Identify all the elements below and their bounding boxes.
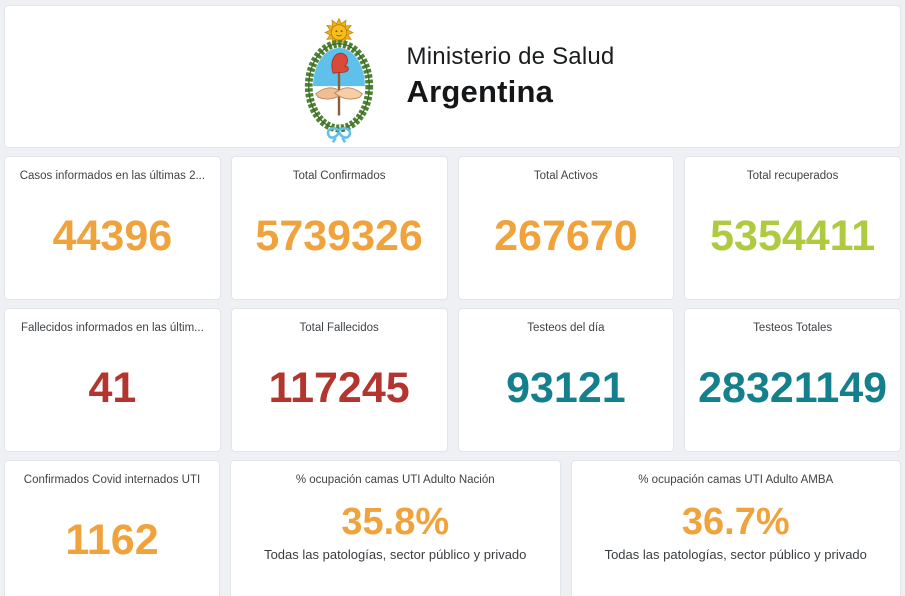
- stat-label: % ocupación camas UTI Adulto Nación: [295, 474, 495, 486]
- stat-card-confirmados-internados-uti: Confirmados Covid internados UTI 1162: [4, 460, 220, 596]
- stat-value: 93121: [506, 363, 626, 412]
- stat-card-testeos-totales: Testeos Totales 28321149: [684, 308, 901, 452]
- stat-card-casos-ultimas-24h: Casos informados en las últimas 2... 443…: [4, 156, 221, 300]
- stat-card-total-activos: Total Activos 267670: [457, 156, 675, 300]
- country-title: Argentina: [406, 74, 554, 109]
- stat-subtitle: Todas las patologías, sector público y p…: [264, 547, 527, 562]
- stats-row-3: Confirmados Covid internados UTI 1162 % …: [4, 460, 901, 596]
- stats-row-2: Fallecidos informados en las últim... 41…: [4, 308, 901, 452]
- stat-card-total-confirmados: Total Confirmados 5739326: [230, 156, 448, 300]
- stat-value: 267670: [494, 211, 638, 260]
- stat-value: 36.7%: [681, 501, 790, 543]
- stat-card-ocupacion-uti-nacion: % ocupación camas UTI Adulto Nación 35.8…: [230, 460, 561, 596]
- stat-label: % ocupación camas UTI Adulto AMBA: [638, 474, 834, 486]
- stat-value: 41: [88, 363, 137, 412]
- stat-value: 1162: [65, 515, 159, 564]
- stat-card-total-recuperados: Total recuperados 5354411: [684, 156, 901, 300]
- stat-card-fallecidos-ultimas-24h: Fallecidos informados en las últim... 41: [4, 308, 221, 452]
- stat-label: Casos informados en las últimas 2...: [19, 170, 206, 182]
- stat-label: Testeos Totales: [753, 322, 833, 334]
- stat-value: 28321149: [698, 363, 888, 412]
- header-titles: Ministerio de Salud Argentina: [407, 43, 615, 110]
- ministry-title: Ministerio de Salud: [406, 43, 615, 70]
- stat-label: Total Fallecidos: [299, 322, 379, 334]
- stat-card-ocupacion-uti-amba: % ocupación camas UTI Adulto AMBA 36.7% …: [570, 460, 901, 596]
- stat-value: 44396: [52, 211, 173, 260]
- stat-subtitle: Todas las patologías, sector público y p…: [604, 547, 867, 562]
- stat-label: Testeos del día: [527, 322, 605, 334]
- stat-value: 5739326: [255, 211, 423, 260]
- stat-label: Total Activos: [533, 170, 598, 182]
- stat-value: 35.8%: [341, 501, 450, 543]
- stat-card-total-fallecidos: Total Fallecidos 117245: [230, 308, 448, 452]
- stat-value: 117245: [268, 363, 410, 412]
- header: Ministerio de Salud Argentina: [4, 5, 901, 148]
- stat-label: Total Confirmados: [292, 170, 386, 182]
- stats-row-1: Casos informados en las últimas 2... 443…: [4, 156, 901, 300]
- stat-label: Total recuperados: [746, 170, 839, 182]
- stat-value: 5354411: [710, 211, 876, 260]
- stat-label: Confirmados Covid internados UTI: [23, 474, 201, 486]
- argentina-coat-of-arms-icon: [291, 10, 387, 144]
- stat-card-testeos-del-dia: Testeos del día 93121: [457, 308, 675, 452]
- stat-label: Fallecidos informados en las últim...: [20, 322, 204, 334]
